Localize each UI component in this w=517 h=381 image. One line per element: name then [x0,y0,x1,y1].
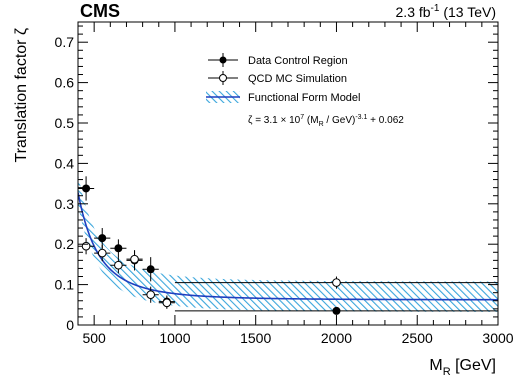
open-marker [147,291,155,299]
y-tick-label: 0.2 [55,236,75,252]
formula-suffix: + 0.062 [367,115,404,126]
y-tick-label: 0.7 [55,34,75,50]
x-tick-label: 3000 [482,330,513,346]
formula-middle: (M [304,115,318,126]
x-tick-label: 1500 [240,330,271,346]
legend-formula: ζ = 3.1 × 107 (MR / GeV)-3.1 + 0.062 [248,114,404,128]
legend-marker-open [220,75,227,82]
lumi-label: 2.3 fb-1 (13 TeV) [396,3,496,20]
y-tick-label: 0.4 [55,155,75,171]
filled-marker [98,234,106,242]
open-marker [115,261,123,269]
y-tick-label: 0.6 [55,75,75,91]
model-band-layer [78,174,498,312]
y-tick-label: 0 [66,317,74,333]
experiment-label: CMS [80,1,120,21]
legend-entry-data: Data Control Region [208,53,348,67]
x-tick-label: 2500 [402,330,433,346]
y-tick-label: 0.1 [55,277,75,293]
x-axis-label: MR [GeV] [429,357,496,378]
formula-exp2: -3.1 [355,114,367,121]
legend-marker-filled [220,57,227,64]
filled-marker [82,184,90,192]
energy-label: (13 TeV) [439,4,496,20]
legend-entry-mc: QCD MC Simulation [208,71,347,85]
legend-label-mc: QCD MC Simulation [248,73,347,85]
legend-entry-model: Functional Form Model [206,91,361,104]
legend-label-data: Data Control Region [248,55,348,67]
formula-after-sub: / GeV) [324,115,356,126]
x-axis-label-unit: [GeV] [451,357,496,374]
model-band [78,174,498,312]
filled-marker [147,265,155,273]
x-tick-label: 2000 [321,330,352,346]
y-tick-label: 0.5 [55,115,75,131]
open-marker [82,242,90,250]
open-marker [163,299,171,307]
x-tick-label: 500 [82,330,106,346]
x-tick-label: 1000 [159,330,190,346]
legend-label-model: Functional Form Model [248,92,361,104]
y-tick-label: 0.3 [55,196,75,212]
open-marker [98,249,106,257]
x-axis-label-sub: R [443,366,451,378]
open-marker [333,279,341,287]
legend: Data Control Region QCD MC Simulation Fu… [206,53,404,128]
open-marker [131,255,139,263]
y-axis-label: Translation factor ζ [13,28,30,163]
filled-marker [332,307,340,315]
filled-marker [114,244,122,252]
